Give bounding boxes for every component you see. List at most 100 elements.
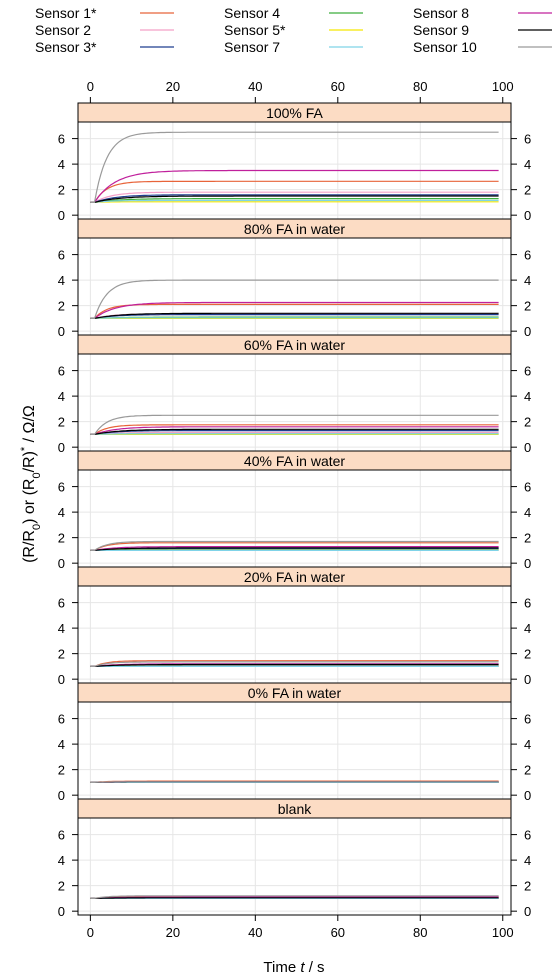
y-tick-label: 6 bbox=[524, 480, 531, 495]
y-tick-label: 0 bbox=[58, 440, 65, 455]
legend-item: Sensor 1* bbox=[35, 5, 174, 21]
legend-label: Sensor 1* bbox=[35, 5, 97, 21]
series-line bbox=[90, 895, 499, 899]
panel-title: blank bbox=[278, 801, 312, 817]
series-line bbox=[90, 201, 499, 203]
y-tick-label: 2 bbox=[58, 763, 65, 778]
y-tick-label: 4 bbox=[58, 737, 65, 752]
y-tick-label: 0 bbox=[524, 208, 531, 223]
legend-item: Sensor 5* bbox=[224, 22, 363, 38]
x-tick-label: 40 bbox=[248, 79, 262, 94]
y-tick-label: 4 bbox=[58, 389, 65, 404]
panel-title: 0% FA in water bbox=[248, 685, 342, 701]
y-tick-label: 4 bbox=[58, 505, 65, 520]
legend-item: Sensor 10 bbox=[413, 39, 552, 55]
panel: 60% FA in water 0 0 2 2 4 4 6 6 bbox=[58, 334, 531, 455]
legend-item: Sensor 4 bbox=[224, 5, 363, 21]
series-line bbox=[90, 312, 499, 319]
series-line bbox=[90, 169, 499, 203]
y-tick-label: 2 bbox=[58, 879, 65, 894]
y-tick-label: 0 bbox=[58, 788, 65, 803]
y-tick-label: 2 bbox=[58, 183, 65, 198]
y-axis-label: (R/R0) or (R0/R)* / Ω/Ω bbox=[19, 405, 43, 563]
series-line bbox=[90, 301, 499, 319]
y-tick-label: 6 bbox=[524, 132, 531, 147]
legend-label: Sensor 7 bbox=[224, 39, 280, 55]
x-tick-label: 20 bbox=[166, 79, 180, 94]
y-tick-label: 6 bbox=[58, 132, 65, 147]
y-tick-label: 6 bbox=[524, 828, 531, 843]
series-line bbox=[90, 131, 499, 203]
x-tick-label: 100 bbox=[492, 79, 514, 94]
series-line bbox=[90, 198, 499, 203]
series-line bbox=[90, 426, 499, 435]
panel-title: 100% FA bbox=[266, 105, 323, 121]
x-tick-label: 80 bbox=[413, 925, 427, 940]
series-line bbox=[90, 430, 499, 435]
y-tick-label: 2 bbox=[524, 299, 531, 314]
y-tick-label: 0 bbox=[58, 904, 65, 919]
y-tick-label: 2 bbox=[58, 531, 65, 546]
series-line bbox=[90, 195, 499, 203]
y-tick-label: 2 bbox=[524, 183, 531, 198]
panel: 40% FA in water 0 0 2 2 4 4 6 6 bbox=[58, 450, 531, 571]
legend-label: Sensor 5* bbox=[224, 22, 286, 38]
y-tick-label: 0 bbox=[524, 788, 531, 803]
y-tick-label: 6 bbox=[58, 712, 65, 727]
legend-label: Sensor 4 bbox=[224, 5, 280, 21]
y-tick-label: 2 bbox=[58, 647, 65, 662]
y-tick-label: 4 bbox=[58, 157, 65, 172]
series-line bbox=[90, 303, 499, 319]
y-tick-label: 0 bbox=[58, 672, 65, 687]
top-x-axis: 0 20 40 60 80 100 bbox=[87, 79, 514, 103]
x-tick-label: 60 bbox=[331, 925, 345, 940]
series-line bbox=[90, 663, 499, 667]
series-line bbox=[90, 314, 499, 319]
series-line bbox=[90, 317, 499, 319]
series-line bbox=[90, 660, 499, 667]
y-tick-label: 4 bbox=[524, 273, 531, 288]
x-axis-label: Time t / s bbox=[263, 959, 324, 976]
series-line bbox=[90, 433, 499, 435]
legend-label: Sensor 9 bbox=[413, 22, 469, 38]
series-line bbox=[90, 540, 499, 551]
y-tick-label: 6 bbox=[524, 364, 531, 379]
plot-area bbox=[78, 238, 511, 335]
panel-title: 40% FA in water bbox=[244, 453, 346, 469]
series-line bbox=[90, 191, 499, 203]
y-tick-label: 4 bbox=[524, 505, 531, 520]
y-tick-label: 0 bbox=[58, 324, 65, 339]
y-tick-label: 0 bbox=[524, 556, 531, 571]
x-tick-label: 0 bbox=[87, 79, 94, 94]
y-tick-label: 6 bbox=[58, 364, 65, 379]
y-tick-label: 6 bbox=[524, 712, 531, 727]
plot-area bbox=[78, 354, 511, 451]
y-tick-label: 2 bbox=[524, 879, 531, 894]
y-tick-label: 0 bbox=[524, 440, 531, 455]
y-tick-label: 2 bbox=[524, 415, 531, 430]
x-tick-label: 20 bbox=[166, 925, 180, 940]
panel: 0% FA in water 0 0 2 2 4 4 6 6 bbox=[58, 682, 531, 803]
y-tick-label: 6 bbox=[58, 828, 65, 843]
plot-area bbox=[78, 586, 511, 683]
y-tick-label: 2 bbox=[524, 647, 531, 662]
y-tick-label: 6 bbox=[524, 596, 531, 611]
legend-label: Sensor 2 bbox=[35, 22, 91, 38]
y-tick-label: 4 bbox=[524, 737, 531, 752]
series-line bbox=[90, 279, 499, 319]
legend-item: Sensor 8 bbox=[413, 5, 552, 21]
panel-frame bbox=[77, 817, 512, 916]
panel-title: 60% FA in water bbox=[244, 337, 346, 353]
plot-area bbox=[78, 818, 511, 915]
y-tick-label: 0 bbox=[58, 208, 65, 223]
y-tick-label: 6 bbox=[524, 248, 531, 263]
series-line bbox=[90, 414, 499, 435]
y-tick-label: 6 bbox=[58, 480, 65, 495]
series-line bbox=[90, 780, 499, 783]
panel-title: 80% FA in water bbox=[244, 221, 346, 237]
series-line bbox=[90, 549, 499, 551]
legend-item: Sensor 2 bbox=[35, 22, 174, 38]
y-tick-label: 0 bbox=[58, 556, 65, 571]
